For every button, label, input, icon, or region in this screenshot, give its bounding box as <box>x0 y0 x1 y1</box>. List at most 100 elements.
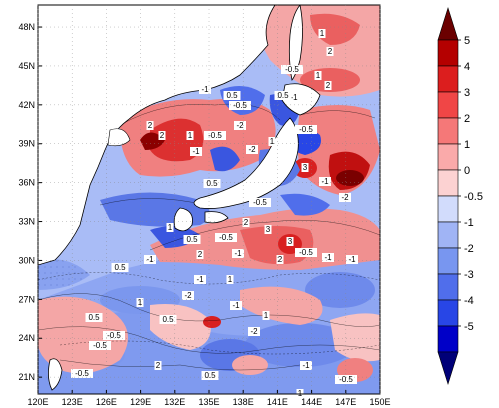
lon-tick-label: 138E <box>233 397 254 407</box>
contour-label-bg <box>201 371 219 380</box>
contour-label: -1 <box>290 93 298 102</box>
contour-label: -0.5 <box>93 341 107 350</box>
contour-label: -2 <box>341 193 349 202</box>
contour-label-bg <box>186 131 194 140</box>
contour-label-bg <box>322 253 334 262</box>
contour-label-bg <box>71 369 93 378</box>
contour-label-bg <box>242 218 250 227</box>
contour-label: 2 <box>328 47 333 56</box>
contour-label-bg <box>85 313 103 322</box>
contour-label: 1 <box>316 71 321 80</box>
contour-label: -0.5 <box>75 369 89 378</box>
contour-label-bg <box>196 250 204 259</box>
contour-label: -1 <box>146 255 154 264</box>
colorbar-swatch <box>437 91 459 119</box>
colorbar-tick-label: 3 <box>464 87 470 99</box>
contour-label: 2 <box>148 121 153 130</box>
contour-label-bg <box>335 375 357 384</box>
colorbar-tick-label: 5 <box>464 35 470 47</box>
contour-label: -1 <box>192 147 200 156</box>
colorbar-tick-label: -5 <box>464 321 474 333</box>
contour-label-bg <box>268 137 276 146</box>
lon-tick-label: 144E <box>301 397 322 407</box>
lon-tick-label: 123E <box>62 397 83 407</box>
contour-label: 0.5 <box>226 91 238 100</box>
lon-tick-label: 126E <box>96 397 117 407</box>
contour-label-bg <box>89 341 111 350</box>
colorbar-swatch <box>437 143 459 171</box>
colorbar-tick-label: -2 <box>464 243 474 255</box>
contour-label: -1 <box>201 85 209 94</box>
lat-tick-label: 48N <box>18 22 35 32</box>
contour-label-bg <box>339 193 351 202</box>
colorbar-tick-label: 4 <box>464 61 470 73</box>
contour-label: 2 <box>278 255 283 264</box>
contour-label-bg <box>223 91 241 100</box>
contour-label: 1 <box>168 223 173 232</box>
contour-label-bg <box>262 311 270 320</box>
contour-label-bg <box>111 263 129 272</box>
colorbar-swatch <box>437 247 459 275</box>
contour-label-bg <box>246 145 258 154</box>
contour-label-bg <box>248 327 260 336</box>
latitude-axis: 48N 45N 42N 39N 36N 33N 30N 27N 24N 21N <box>18 22 380 382</box>
contour-label: 1 <box>320 29 325 38</box>
contour-label: -0.5 <box>299 248 313 257</box>
lat-tick-label: 30N <box>18 255 35 265</box>
contour-label-bg <box>318 29 326 38</box>
lat-tick-label: 45N <box>18 61 35 71</box>
longitude-axis: 120E 123E 126E 129E 132E 135E 138E 141E 144E 147E… <box>27 5 391 407</box>
contour-label-bg <box>326 47 334 56</box>
contour-label-bg <box>286 237 294 246</box>
contour-label-bg <box>295 125 317 134</box>
contour-label: 0.5 <box>162 315 174 324</box>
contour-label-bg <box>183 235 201 244</box>
contour-label: -1 <box>302 361 310 370</box>
contour-label-bg <box>215 233 237 242</box>
contour-label-bg <box>324 81 332 90</box>
contour-label-bg <box>230 301 242 310</box>
contour-label-bg <box>103 331 125 340</box>
lon-tick-label: 129E <box>130 397 151 407</box>
contour-label: -2 <box>250 327 258 336</box>
lat-tick-label: 42N <box>18 100 35 110</box>
contour-label: -0.5 <box>253 198 267 207</box>
contour-label: 0.5 <box>88 313 100 322</box>
contour-label-bg <box>314 71 322 80</box>
contour-label: -1 <box>234 249 242 258</box>
colorbar-swatch <box>437 195 459 223</box>
contour-label: -1 <box>324 253 332 262</box>
colorbar-swatch <box>437 65 459 93</box>
lon-tick-label: 132E <box>164 397 185 407</box>
contour-label-bg <box>199 85 211 94</box>
contour-label: 2 <box>160 131 165 140</box>
contour-label-bg <box>159 315 177 324</box>
lon-tick-label: 150E <box>369 397 390 407</box>
contour-label-bg <box>158 131 166 140</box>
contour-label-bg <box>166 223 174 232</box>
colorbar-bottom-arrow <box>437 351 459 386</box>
lat-tick-label: 39N <box>18 139 35 149</box>
lat-tick-label: 24N <box>18 333 35 343</box>
contour-label-bg <box>281 65 303 74</box>
contour-label: -0.5 <box>233 101 247 110</box>
contour-label-bg <box>288 93 300 102</box>
contour-label: -0.5 <box>219 233 233 242</box>
contour-label: 0.5 <box>114 263 126 272</box>
contour-label: 3 <box>303 163 308 172</box>
contour-label: -1 <box>196 275 204 284</box>
contour-label-bg <box>234 121 246 130</box>
contour-label-bg <box>190 147 202 156</box>
lat-tick-label: 21N <box>18 372 35 382</box>
contour-label-bg <box>319 177 331 186</box>
colorbar-tick-label: -3 <box>464 269 474 281</box>
contour-label-bg <box>136 298 144 307</box>
colorbar-tick-label: 1 <box>464 139 470 151</box>
colorbar-swatch <box>437 273 459 301</box>
contour-label: 1 <box>228 275 233 284</box>
contour-label-bg <box>300 361 312 370</box>
contour-label-bg <box>194 275 206 284</box>
colorbar-tick-label: -4 <box>464 295 474 307</box>
colorbar-swatch <box>437 325 459 353</box>
